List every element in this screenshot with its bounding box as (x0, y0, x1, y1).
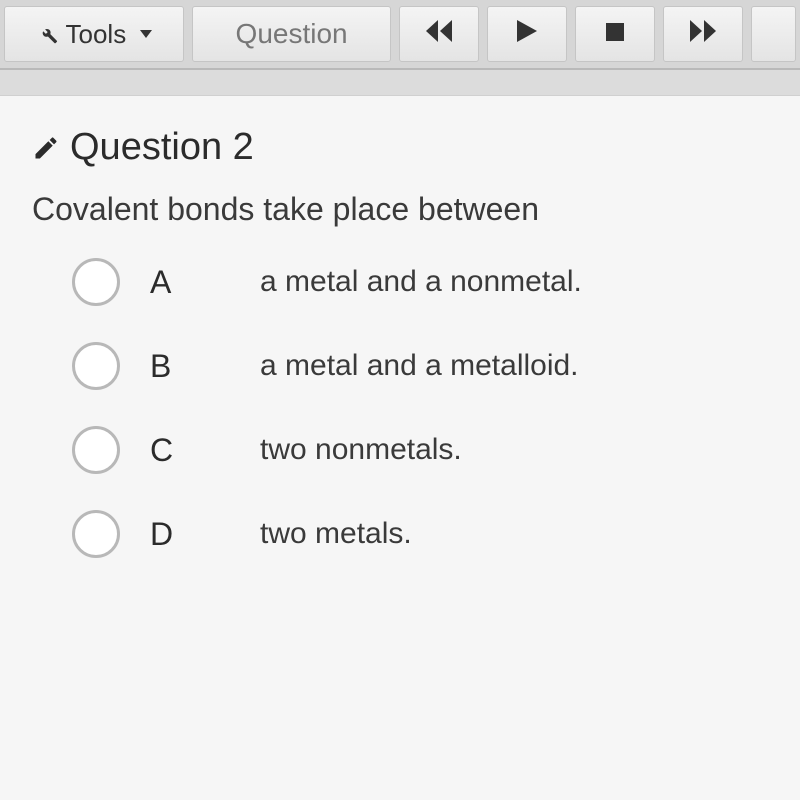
stop-button[interactable] (575, 6, 655, 62)
stop-icon (606, 21, 624, 47)
wrench-icon (36, 23, 58, 45)
tools-label: Tools (66, 19, 127, 50)
option-text: two metals. (230, 517, 412, 551)
pencil-icon (32, 134, 60, 162)
play-icon (517, 20, 537, 48)
options-list: A a metal and a nonmetal. B a metal and … (32, 258, 768, 558)
question-label: Question (236, 18, 348, 50)
toolbar-extra-button[interactable] (751, 6, 796, 62)
option-text: a metal and a nonmetal. (230, 265, 582, 299)
option-d[interactable]: D two metals. (72, 510, 768, 558)
question-prompt: Covalent bonds take place between (32, 191, 768, 228)
play-button[interactable] (487, 6, 567, 62)
option-c[interactable]: C two nonmetals. (72, 426, 768, 474)
option-text: a metal and a metalloid. (230, 349, 579, 383)
option-letter: B (150, 348, 200, 385)
question-heading: Question 2 (32, 126, 768, 169)
fast-forward-button[interactable] (663, 6, 743, 62)
rewind-button[interactable] (399, 6, 479, 62)
question-number: Question 2 (70, 126, 254, 169)
caret-down-icon (140, 30, 152, 38)
question-button[interactable]: Question (192, 6, 392, 62)
option-a[interactable]: A a metal and a nonmetal. (72, 258, 768, 306)
radio-button[interactable] (72, 510, 120, 558)
fast-forward-icon (690, 20, 716, 48)
option-b[interactable]: B a metal and a metalloid. (72, 342, 768, 390)
toolbar: Tools Question (0, 0, 800, 70)
option-letter: D (150, 516, 200, 553)
option-text: two nonmetals. (230, 433, 462, 467)
radio-button[interactable] (72, 426, 120, 474)
tools-button[interactable]: Tools (4, 6, 184, 62)
radio-button[interactable] (72, 342, 120, 390)
radio-button[interactable] (72, 258, 120, 306)
question-panel: Question 2 Covalent bonds take place bet… (0, 95, 800, 800)
rewind-icon (426, 20, 452, 48)
option-letter: C (150, 432, 200, 469)
option-letter: A (150, 264, 200, 301)
